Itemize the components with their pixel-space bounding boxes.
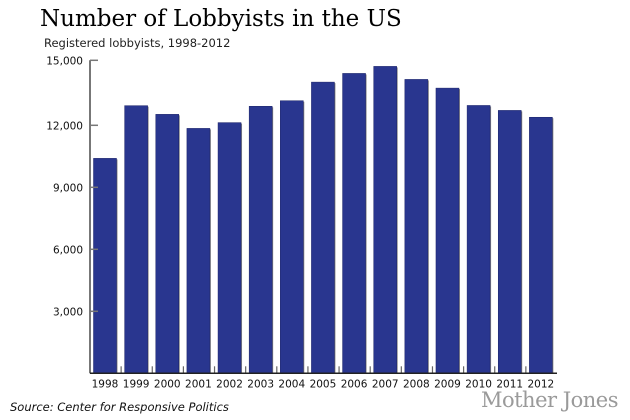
- x-tick-label: 1998: [92, 378, 119, 390]
- x-tick-label: 2004: [278, 378, 305, 390]
- y-tick-label: 3,000: [53, 306, 83, 318]
- bar-2006: [342, 73, 366, 374]
- bar-2000: [155, 114, 180, 374]
- bar-2005: [311, 81, 335, 374]
- bar-2007: [373, 66, 397, 374]
- x-tick-label: 2012: [527, 378, 554, 390]
- bar-2001: [186, 128, 211, 374]
- source-note: Source: Center for Responsive Politics: [10, 400, 229, 414]
- x-tick-label: 2002: [216, 378, 243, 390]
- bar-2002: [217, 122, 242, 374]
- y-tick-label: 6,000: [53, 244, 83, 256]
- x-tick-label: 2007: [372, 378, 399, 390]
- x-tick-label: 1999: [123, 378, 150, 390]
- x-tick-label: 2000: [154, 378, 181, 390]
- y-tick-label: 12,000: [46, 120, 83, 132]
- bar-1999: [124, 105, 148, 374]
- x-tick-label: 2011: [496, 378, 523, 390]
- x-tick-label: 2003: [247, 378, 274, 390]
- x-tick-label: 2010: [465, 378, 492, 390]
- x-tick-label: 2006: [341, 378, 368, 390]
- bar-2010: [466, 105, 491, 374]
- x-tick-label: 2008: [403, 378, 430, 390]
- x-tick-label: 2009: [434, 378, 461, 390]
- bar-2012: [529, 116, 553, 374]
- y-tick-label: 15,000: [46, 55, 83, 67]
- bar-2008: [404, 79, 429, 374]
- mother-jones-logo: Mother Jones: [480, 388, 619, 412]
- bar-1998: [93, 158, 117, 374]
- bar-2004: [280, 100, 304, 374]
- bar-2011: [497, 110, 522, 374]
- x-tick-label: 2001: [185, 378, 212, 390]
- chart-title: Number of Lobbyists in the US: [40, 6, 402, 32]
- chart-subtitle: Registered lobbyists, 1998-2012: [44, 36, 231, 50]
- bar-2009: [435, 87, 460, 374]
- bar-2003: [248, 106, 273, 374]
- x-tick-label: 2005: [310, 378, 337, 390]
- y-tick-label: 9,000: [53, 182, 83, 194]
